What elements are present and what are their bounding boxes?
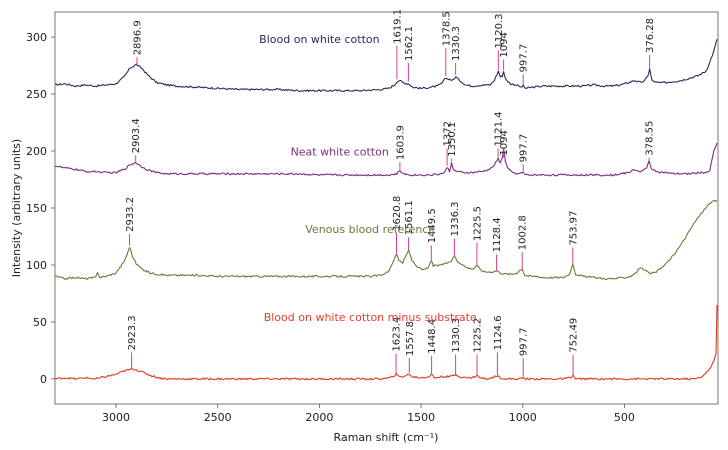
- series-line: [54, 39, 718, 93]
- peak-label: 1330.3: [451, 26, 462, 61]
- peak-label: 1120.3: [494, 14, 505, 49]
- x-tick-label: 1000: [509, 411, 537, 424]
- peak-label: 1350.1: [447, 122, 458, 157]
- peak-label: 1562.1: [404, 26, 415, 61]
- peak-label: 1128.4: [492, 217, 503, 252]
- peak-label: 997.7: [519, 44, 530, 73]
- y-tick-label: 150: [26, 202, 47, 215]
- peak-label: 1094: [499, 130, 510, 155]
- peak-label: 1330.3: [451, 318, 462, 353]
- peak-label: 1603.9: [395, 125, 406, 160]
- peak-label: 1449.5: [427, 208, 438, 243]
- peak-label: 997.7: [519, 327, 530, 356]
- peak-label: 2933.2: [125, 197, 136, 232]
- peak-label: 1336.3: [450, 202, 461, 237]
- peak-label: 1372: [443, 121, 454, 146]
- x-tick-label: 3000: [102, 411, 130, 424]
- peak-label: 2896.9: [133, 20, 144, 55]
- series-label: Blood on white cotton minus substrate: [264, 311, 477, 324]
- peak-label: 2903.4: [131, 118, 142, 153]
- y-tick-label: 300: [26, 31, 47, 44]
- series-line: [54, 304, 718, 381]
- peak-label: 378.55: [645, 121, 656, 156]
- x-axis: 3000 2500 2000 1500 1000 500: [102, 404, 635, 424]
- peak-label: 1561.1: [404, 200, 415, 235]
- y-tick-label: 0: [40, 373, 47, 386]
- peak-label: 1448.4: [427, 319, 438, 354]
- peak-label: 1378.5: [441, 11, 452, 46]
- peak-label: 997.7: [519, 134, 530, 163]
- peak-label: 1002.8: [518, 215, 529, 250]
- x-tick-label: 2000: [305, 411, 333, 424]
- y-tick-label: 100: [26, 259, 47, 272]
- y-axis-title: Intensity (arbitrary units): [10, 139, 23, 277]
- y-tick-label: 200: [26, 145, 47, 158]
- x-tick-label: 500: [614, 411, 635, 424]
- series-4: 2923.3 1623.4 1557.8 1448.4 1330.3 1225.2 1124…: [54, 304, 718, 381]
- y-tick-label: 50: [33, 316, 47, 329]
- series-label: Neat white cotton: [291, 146, 389, 159]
- peak-label: 1121.4: [494, 112, 505, 147]
- peak-label: 1619.1: [392, 9, 403, 44]
- series-label: Blood on white cotton: [259, 33, 379, 46]
- peak-label: 753.97: [568, 211, 579, 246]
- peak-label: 1225.5: [472, 206, 483, 241]
- peak-label: 1623.4: [392, 317, 403, 352]
- peak-label: 1225.2: [473, 318, 484, 353]
- series-line: [54, 142, 718, 177]
- y-tick-label: 250: [26, 88, 47, 101]
- peak-label: 1094: [499, 32, 510, 57]
- peak-label: 376.28: [645, 18, 656, 53]
- plot-frame: [54, 11, 719, 405]
- peak-label: 752.49: [569, 318, 580, 353]
- x-tick-label: 1500: [407, 411, 435, 424]
- peak-label: 2923.3: [127, 315, 138, 350]
- y-axis: 0 50 100 150 200 250 300: [26, 31, 55, 386]
- x-tick-label: 2500: [204, 411, 232, 424]
- series-label: Venous blood reference: [305, 223, 435, 236]
- x-axis-title: Raman shift (cm⁻¹): [334, 431, 439, 444]
- peak-label: 1124.6: [493, 315, 504, 350]
- series-line: [54, 199, 718, 281]
- peak-label: 1620.8: [392, 196, 403, 231]
- series-3: 2933.2 1620.8 1561.1 1449.5 1336.3 1225.5 1128…: [54, 196, 718, 281]
- peak-label: 1557.8: [405, 321, 416, 356]
